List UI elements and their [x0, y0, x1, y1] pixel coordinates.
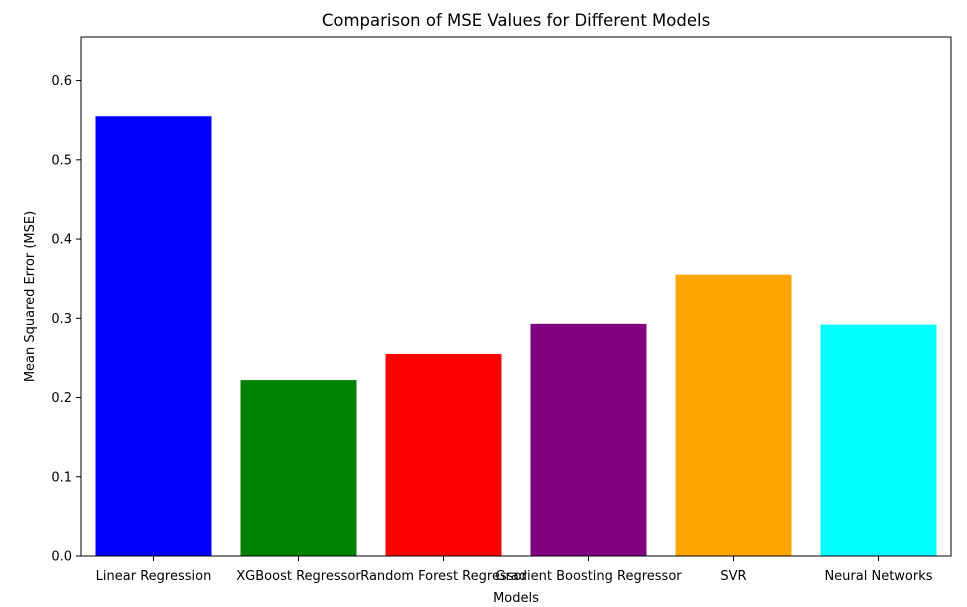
x-tick-label-linear-regression: Linear Regression [96, 569, 212, 584]
bar-neural-networks [820, 324, 937, 556]
bar-gradient-boosting-regressor [530, 323, 647, 556]
y-axis-ticks: 0.0 0.1 0.2 0.3 0.4 0.5 0.6 [51, 74, 81, 565]
y-tick-label: 0.3 [51, 312, 72, 327]
chart-title: Comparison of MSE Values for Different M… [322, 11, 710, 30]
y-tick-label: 0.4 [51, 233, 72, 248]
x-tick-label-neural-networks: Neural Networks [824, 569, 932, 584]
plot-area-frame [80, 36, 952, 557]
x-tick-label-gradient-boosting-regressor: Gradient Boosting Regressor [495, 569, 682, 584]
bar-linear-regression [95, 116, 212, 557]
y-tick-label: 0.0 [51, 550, 72, 565]
y-tick-label: 0.1 [51, 470, 72, 485]
y-tick-label: 0.6 [51, 74, 72, 89]
x-tick-label-random-forest-regressor: Random Forest Regressor [360, 569, 527, 584]
y-tick-label: 0.5 [51, 153, 72, 168]
bars-group [95, 116, 937, 557]
x-tick-label-svr: SVR [720, 569, 746, 584]
bar-random-forest-regressor [385, 353, 502, 556]
x-axis-ticks: Linear Regression XGBoost Regressor Random… [96, 556, 933, 584]
x-axis-label: Models [493, 591, 539, 606]
bar-xgboost-regressor [240, 380, 357, 556]
bar-svr [675, 274, 792, 556]
x-tick-label-xgboost-regressor: XGBoost Regressor [236, 569, 361, 584]
y-tick-label: 0.2 [51, 391, 72, 406]
y-axis-label: Mean Squared Error (MSE) [23, 211, 38, 382]
